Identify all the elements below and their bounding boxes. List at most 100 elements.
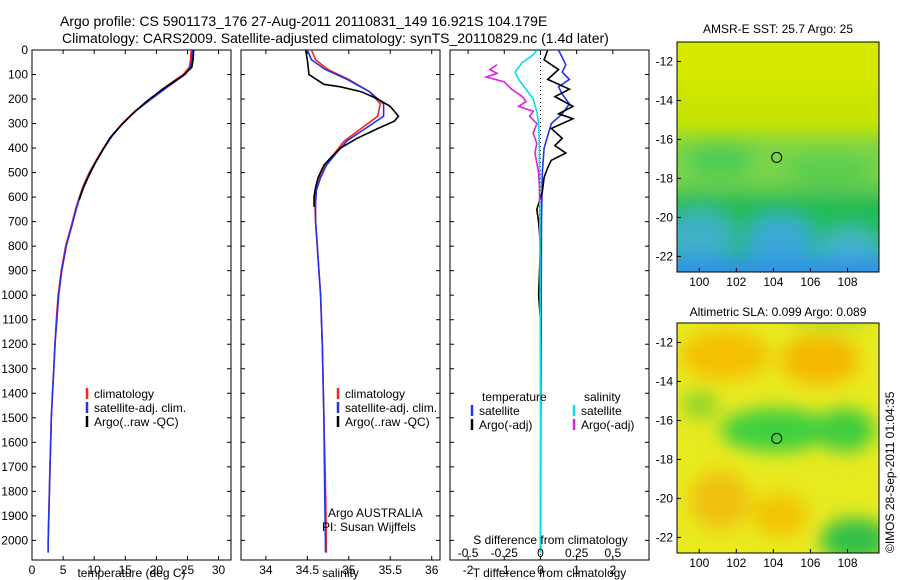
map-x-tick-label: 100 xyxy=(689,556,709,570)
map-x-tick-label: 104 xyxy=(763,275,783,289)
map-x-tick-label: 100 xyxy=(689,275,709,289)
x-tick-label: -1 xyxy=(499,563,510,577)
y-tick-label: 0 xyxy=(21,43,28,57)
temperature-series-0 xyxy=(47,50,192,553)
difference-series-2 xyxy=(514,50,542,553)
x-tick-label-secondary: -0.5 xyxy=(458,546,479,560)
map-y-tick-label: -18 xyxy=(656,452,674,466)
map-x-tick-label: 108 xyxy=(837,556,857,570)
x-tick-label: 20 xyxy=(150,563,164,577)
map-y-tick-label: -20 xyxy=(656,491,674,505)
sst-map xyxy=(676,41,880,273)
temperature-x-axis-label: temperature (deg C) xyxy=(77,566,185,580)
difference-x-axis-label: T difference from climatology xyxy=(473,566,627,580)
legend-label: satellite-adj. clim. xyxy=(94,401,186,415)
y-tick-label: 2000 xyxy=(1,533,28,547)
map-x-tick-label: 106 xyxy=(800,275,820,289)
sla-map-title: Altimetric SLA: 0.099 Argo: 0.089 xyxy=(690,305,867,319)
sla-map xyxy=(676,322,880,554)
map-x-tick-label: 108 xyxy=(837,275,857,289)
difference-series-0 xyxy=(539,50,571,553)
x-tick-label: 0 xyxy=(29,563,36,577)
map-y-tick-label: -12 xyxy=(656,54,674,68)
x-tick-label: 36 xyxy=(425,563,439,577)
y-tick-label: 1200 xyxy=(1,337,28,351)
x-tick-label: -2 xyxy=(463,563,474,577)
x-tick-label-secondary: 0 xyxy=(537,546,544,560)
salinity-panel xyxy=(240,49,441,561)
y-tick-label: 700 xyxy=(8,215,28,229)
temperature-panel xyxy=(31,49,232,561)
y-tick-label: 1000 xyxy=(1,288,28,302)
legend-label: satellite-adj. clim. xyxy=(345,401,437,415)
annotation-line-1: Argo AUSTRALIA xyxy=(328,506,423,520)
credit-text: ©IMOS 28-Sep-2011 01:04:35 xyxy=(883,391,897,553)
y-tick-label: 200 xyxy=(8,92,28,106)
legend-label: climatology xyxy=(94,387,154,401)
temperature-series-2 xyxy=(78,50,195,200)
legend-label: Argo(..raw -QC) xyxy=(345,415,430,429)
x-tick-label-secondary: -0.25 xyxy=(491,546,519,560)
map-x-tick-label: 106 xyxy=(800,556,820,570)
x-tick-label: 35.5 xyxy=(379,563,403,577)
y-tick-label: 300 xyxy=(8,117,28,131)
legend-label: Argo(-adj) xyxy=(581,418,634,432)
temperature-axes-frame xyxy=(31,49,232,561)
y-tick-label: 500 xyxy=(8,166,28,180)
map-y-tick-label: -16 xyxy=(656,413,674,427)
x-axis-label-secondary: S difference from climatology xyxy=(473,533,628,547)
map-x-tick-label: 104 xyxy=(763,556,783,570)
sla-heatmap xyxy=(677,323,879,553)
x-tick-label: 0 xyxy=(537,563,544,577)
x-tick-label: 25 xyxy=(181,563,195,577)
map-y-tick-label: -20 xyxy=(656,210,674,224)
y-tick-label: 1500 xyxy=(1,411,28,425)
sst-map-frame xyxy=(676,41,880,273)
map-y-tick-label: -16 xyxy=(656,132,674,146)
x-tick-label: 5 xyxy=(60,563,67,577)
map-y-tick-label: -18 xyxy=(656,171,674,185)
y-tick-label: 900 xyxy=(8,264,28,278)
salinity-axes-frame xyxy=(240,49,441,561)
x-tick-label-secondary: 0.5 xyxy=(604,546,621,560)
sst-heatmap xyxy=(677,42,879,272)
annotation-line-2: PI: Susan Wijffels xyxy=(322,520,416,534)
salinity-series-1 xyxy=(306,50,385,553)
difference-panel xyxy=(449,49,650,561)
legend-label: satellite xyxy=(581,404,622,418)
legend-label: satellite xyxy=(479,404,520,418)
x-tick-label: 15 xyxy=(119,563,133,577)
map-x-tick-label: 102 xyxy=(726,275,746,289)
y-tick-label: 100 xyxy=(8,68,28,82)
y-tick-label: 1600 xyxy=(1,435,28,449)
y-tick-label: 1900 xyxy=(1,509,28,523)
x-tick-label: 1 xyxy=(573,563,580,577)
legend-label: climatology xyxy=(345,387,405,401)
header-line-2: Climatology: CARS2009. Satellite-adjuste… xyxy=(62,30,609,46)
x-tick-label: 30 xyxy=(212,563,226,577)
x-tick-label: 10 xyxy=(88,563,102,577)
y-tick-label: 800 xyxy=(8,239,28,253)
difference-series-3 xyxy=(483,64,541,203)
y-tick-label: 600 xyxy=(8,190,28,204)
salinity-x-axis-label: salinity xyxy=(322,566,359,580)
y-tick-label: 1400 xyxy=(1,386,28,400)
map-y-tick-label: -22 xyxy=(656,249,674,263)
x-tick-label-secondary: 0.25 xyxy=(565,546,589,560)
legend-title-salinity: salinity xyxy=(584,390,621,404)
y-tick-label: 1800 xyxy=(1,484,28,498)
header-line-1: Argo profile: CS 5901173_176 27-Aug-2011… xyxy=(60,13,548,29)
map-y-tick-label: -22 xyxy=(656,530,674,544)
sla-map-argo-marker xyxy=(771,432,783,444)
map-y-tick-label: -14 xyxy=(656,93,674,107)
x-tick-label: 34.5 xyxy=(296,563,320,577)
x-tick-label: 2 xyxy=(609,563,616,577)
y-tick-label: 400 xyxy=(8,141,28,155)
y-tick-label: 1700 xyxy=(1,460,28,474)
legend-label: Argo(..raw -QC) xyxy=(94,415,179,429)
difference-axes-frame xyxy=(449,49,650,561)
y-tick-label: 1300 xyxy=(1,362,28,376)
map-y-tick-label: -12 xyxy=(656,335,674,349)
temperature-series-1 xyxy=(47,50,194,553)
